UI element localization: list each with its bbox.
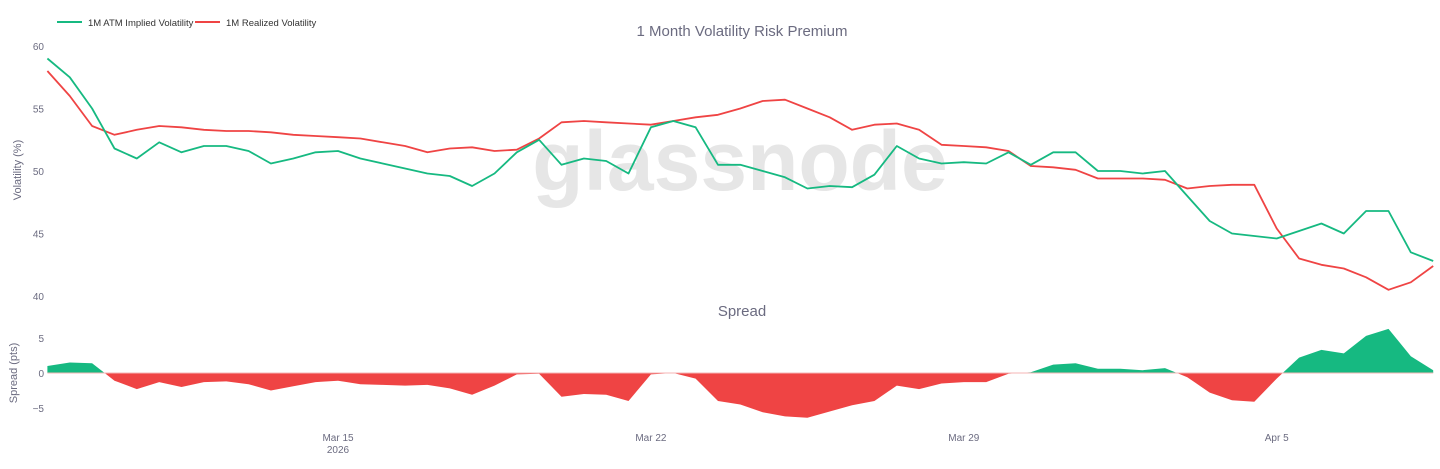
x-tick-label: Apr 5 [1265, 433, 1289, 444]
legend-label-realized[interactable]: 1M Realized Volatility [226, 18, 317, 29]
y-ticks-spread: −5 0 5 [33, 334, 45, 415]
spread-positive-area [47, 328, 1434, 373]
y-tick-label: 45 [33, 230, 45, 241]
y-tick-label: 60 [33, 42, 45, 53]
y-tick-label: 40 [33, 292, 45, 303]
volatility-lines [46, 57, 1434, 291]
y-tick-label: 5 [38, 334, 44, 345]
y-ticks-volatility: 40 45 50 55 60 [33, 42, 45, 303]
x-tick-sublabel: 2026 [327, 445, 350, 456]
spread-negative-area [47, 373, 1434, 418]
x-tick-label: Mar 22 [635, 433, 667, 444]
spread-title: Spread [718, 303, 766, 320]
y-tick-label: 55 [33, 105, 45, 116]
realized-volatility-line [46, 70, 1434, 291]
legend[interactable]: 1M ATM Implied Volatility 1M Realized Vo… [57, 18, 317, 29]
spread-area [47, 328, 1434, 418]
y-axis-label-spread: Spread (pts) [8, 343, 20, 404]
legend-label-implied[interactable]: 1M ATM Implied Volatility [88, 18, 194, 29]
y-tick-label: 50 [33, 167, 45, 178]
chart-title: 1 Month Volatility Risk Premium [637, 23, 848, 40]
x-tick-label: Mar 29 [948, 433, 980, 444]
implied-volatility-line [46, 57, 1434, 262]
y-tick-label: 0 [38, 369, 44, 380]
y-axis-label-volatility: Volatility (%) [12, 140, 24, 201]
y-tick-label: −5 [33, 404, 45, 415]
x-tick-label: Mar 15 [322, 433, 354, 444]
